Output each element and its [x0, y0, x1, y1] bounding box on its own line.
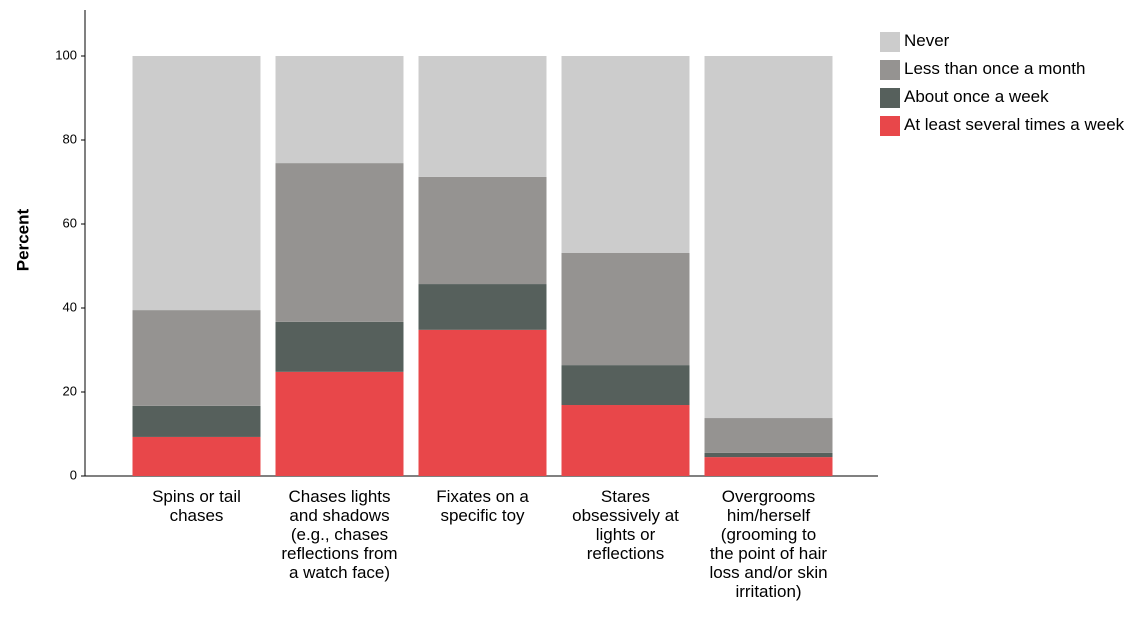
legend-label: Less than once a month	[904, 59, 1085, 78]
bar-segment	[275, 371, 404, 476]
bar-segment	[418, 56, 547, 177]
legend-swatch	[880, 88, 900, 108]
bar-segment	[132, 310, 261, 406]
x-tick-label: Fixates on a specific toy	[436, 487, 529, 525]
bar-segment	[275, 163, 404, 322]
bar-segment	[132, 405, 261, 437]
legend-swatch	[880, 32, 900, 52]
x-tick-label: Stares obsessively at lights or reflections	[572, 487, 679, 563]
x-tick-label: Spins or tail chases	[152, 487, 241, 525]
bar-segment	[132, 436, 261, 476]
bar-segment	[418, 329, 547, 476]
legend-swatch	[880, 116, 900, 136]
y-axis-label: Percent	[13, 208, 32, 271]
y-tick-label: 40	[63, 299, 77, 314]
bar-segment	[418, 176, 547, 285]
bar-segment	[561, 56, 690, 253]
x-tick-label: Chases lights and shadows (e.g., chases ref…	[281, 487, 397, 582]
legend-label: About once a week	[904, 87, 1049, 106]
y-tick-label: 60	[63, 215, 77, 230]
bar-segment	[275, 56, 404, 164]
y-tick-label: 80	[63, 131, 77, 146]
bar-segment	[561, 365, 690, 406]
bar-segment	[275, 321, 404, 372]
bar-segment	[704, 452, 833, 458]
bar-segment	[561, 405, 690, 476]
legend-label: At least several times a week	[904, 115, 1125, 134]
x-tick-label: Overgrooms him/herself (grooming to the poi…	[709, 487, 827, 601]
y-tick-label: 100	[55, 47, 77, 62]
bar-segment	[704, 56, 833, 419]
y-tick-label: 0	[70, 467, 77, 482]
bar-segment	[561, 252, 690, 366]
y-tick-label: 20	[63, 383, 77, 398]
bar-segment	[132, 56, 261, 311]
legend-label: Never	[904, 31, 950, 50]
bar-segment	[704, 418, 833, 453]
bar-segment	[418, 284, 547, 330]
bar-segment	[704, 457, 833, 476]
legend-swatch	[880, 60, 900, 80]
